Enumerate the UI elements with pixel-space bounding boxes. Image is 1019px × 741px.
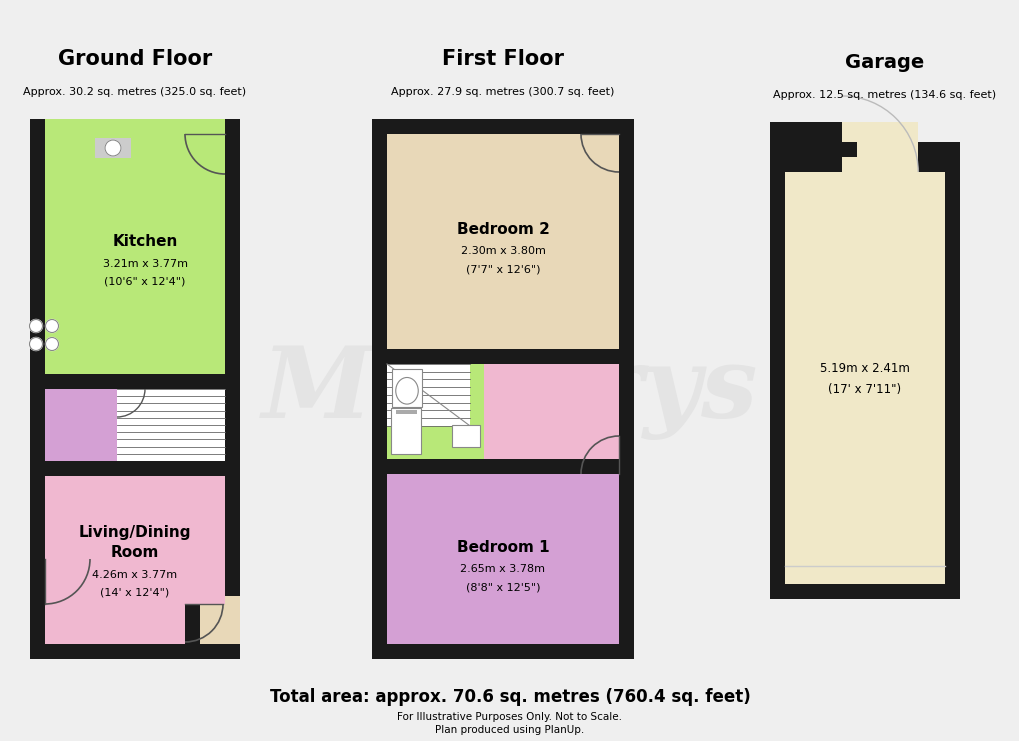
- Text: For Illustrative Purposes Only. Not to Scale.: For Illustrative Purposes Only. Not to S…: [397, 712, 622, 722]
- Bar: [386, 134, 619, 349]
- Text: Bedroom 2: Bedroom 2: [457, 222, 549, 237]
- Text: Garage: Garage: [845, 53, 923, 72]
- Bar: [30, 374, 239, 389]
- Bar: [30, 119, 239, 604]
- Bar: [45, 476, 225, 604]
- Bar: [769, 142, 856, 157]
- Bar: [386, 134, 619, 644]
- Bar: [117, 389, 225, 461]
- Bar: [785, 172, 944, 584]
- Circle shape: [46, 319, 58, 333]
- Circle shape: [30, 319, 43, 333]
- Text: Approx. 12.5 sq. metres (134.6 sq. feet): Approx. 12.5 sq. metres (134.6 sq. feet): [772, 90, 996, 100]
- Bar: [391, 369, 422, 407]
- Text: 2.30m x 3.80m: 2.30m x 3.80m: [461, 247, 545, 256]
- Bar: [386, 364, 484, 459]
- Bar: [386, 364, 470, 426]
- Circle shape: [30, 337, 43, 350]
- Bar: [45, 119, 225, 374]
- Text: Ground Floor: Ground Floor: [58, 49, 212, 69]
- Bar: [95, 138, 130, 158]
- Bar: [452, 425, 480, 447]
- Bar: [386, 474, 619, 644]
- Bar: [769, 122, 842, 157]
- Bar: [200, 596, 239, 644]
- Bar: [45, 389, 117, 461]
- Text: 2.65m x 3.78m: 2.65m x 3.78m: [460, 564, 545, 574]
- Text: (14' x 12'4"): (14' x 12'4"): [100, 588, 169, 598]
- Bar: [395, 411, 416, 414]
- Text: Plan produced using PlanUp.: Plan produced using PlanUp.: [435, 725, 584, 735]
- Bar: [452, 425, 480, 447]
- Bar: [390, 408, 421, 454]
- Circle shape: [105, 140, 121, 156]
- Bar: [372, 119, 634, 659]
- Bar: [372, 459, 634, 474]
- Bar: [45, 604, 184, 644]
- Text: Approx. 30.2 sq. metres (325.0 sq. feet): Approx. 30.2 sq. metres (325.0 sq. feet): [23, 87, 247, 97]
- Bar: [390, 408, 421, 454]
- Text: (8'8" x 12'5"): (8'8" x 12'5"): [466, 582, 540, 592]
- Text: 4.26m x 3.77m: 4.26m x 3.77m: [93, 570, 177, 579]
- Text: Room: Room: [111, 545, 159, 560]
- Text: Kitchen: Kitchen: [112, 234, 177, 250]
- Bar: [184, 596, 239, 659]
- Text: (10'6" x 12'4"): (10'6" x 12'4"): [104, 277, 185, 287]
- Text: Total area: approx. 70.6 sq. metres (760.4 sq. feet): Total area: approx. 70.6 sq. metres (760…: [269, 688, 750, 706]
- Bar: [372, 349, 634, 364]
- Text: Milburys: Milburys: [262, 342, 757, 440]
- Bar: [30, 604, 184, 659]
- Bar: [45, 604, 184, 644]
- Text: 5.19m x 2.41m: 5.19m x 2.41m: [819, 362, 909, 374]
- Text: Approx. 27.9 sq. metres (300.7 sq. feet): Approx. 27.9 sq. metres (300.7 sq. feet): [391, 87, 614, 97]
- Bar: [842, 122, 917, 172]
- Text: Bedroom 1: Bedroom 1: [457, 539, 549, 554]
- Bar: [917, 142, 959, 157]
- Bar: [30, 461, 239, 476]
- Bar: [391, 369, 422, 407]
- Bar: [45, 134, 225, 374]
- Text: (7'7" x 12'6"): (7'7" x 12'6"): [466, 265, 540, 274]
- Bar: [769, 157, 959, 599]
- Circle shape: [46, 337, 58, 350]
- Text: (17' x 7'11"): (17' x 7'11"): [827, 384, 901, 396]
- Text: Living/Dining: Living/Dining: [78, 525, 192, 540]
- Text: First Floor: First Floor: [441, 49, 564, 69]
- Ellipse shape: [395, 377, 418, 404]
- Bar: [45, 134, 225, 589]
- Text: 3.21m x 3.77m: 3.21m x 3.77m: [102, 259, 187, 269]
- Bar: [484, 349, 619, 459]
